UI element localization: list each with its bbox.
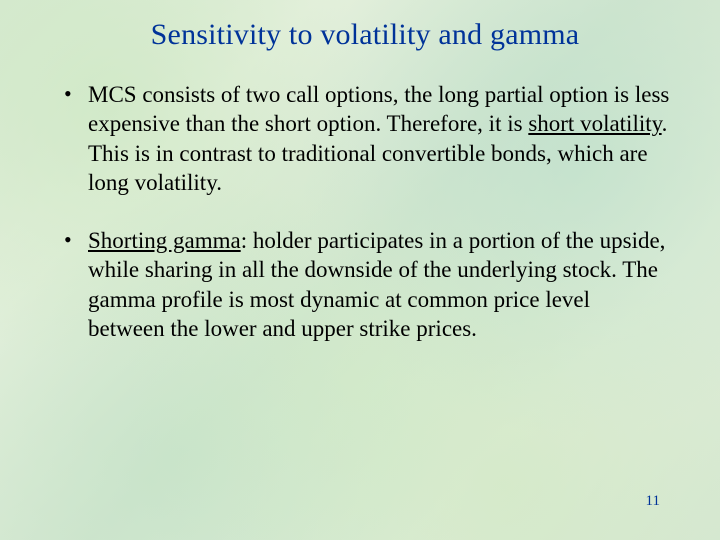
bullet-text: Shorting gamma: holder participates in a… (88, 228, 665, 341)
emphasis-text: short volatility (528, 111, 661, 136)
bullet-text: MCS consists of two call options, the lo… (88, 82, 669, 195)
emphasis-text: Shorting gamma (88, 228, 241, 253)
bullet-item: MCS consists of two call options, the lo… (60, 80, 670, 198)
bullet-list: MCS consists of two call options, the lo… (60, 80, 670, 344)
slide: Sensitivity to volatility and gamma MCS … (0, 0, 720, 540)
page-number: 11 (646, 493, 660, 510)
bullet-item: Shorting gamma: holder participates in a… (60, 226, 670, 344)
slide-title: Sensitivity to volatility and gamma (60, 18, 670, 52)
